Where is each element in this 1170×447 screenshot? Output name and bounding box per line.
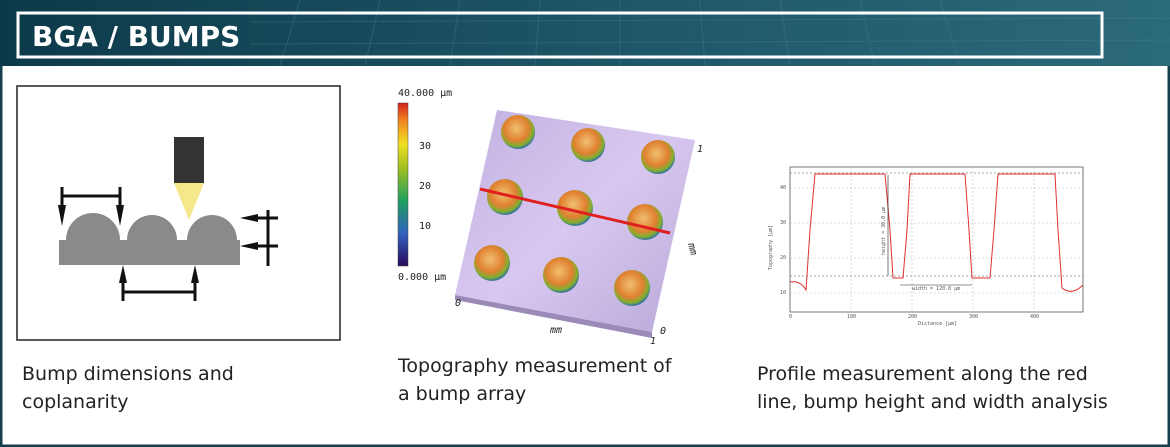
height-note: height = 30.0 µm [881, 207, 887, 255]
title-box [16, 11, 1104, 59]
axis-label: 0 [660, 326, 666, 337]
y-tick-label: 20 [780, 255, 786, 261]
colorbar-min: 0.000 µm [398, 272, 446, 283]
profile-chart [789, 166, 1084, 313]
y-axis-label: Topography [µm] [768, 225, 774, 270]
header-grid [249, 0, 1170, 67]
y-tick-label: 10 [780, 290, 786, 296]
x-tick-label: 400 [1030, 314, 1039, 320]
caption-line: a bump array [398, 383, 527, 405]
header-band [0, 0, 1170, 66]
title: BGA / BUMPS [32, 20, 240, 53]
axis-label: 1 [650, 336, 656, 347]
x-axis-label: Distance [µm] [918, 321, 957, 327]
caption-line: coplanarity [22, 391, 129, 413]
colorbar-tick: 20 [419, 181, 431, 192]
y-tick-label: 30 [780, 220, 786, 226]
bump-diagram [16, 85, 341, 341]
caption-line: Profile measurement along the red [757, 363, 1088, 385]
width-note: width = 120.0 µm [912, 286, 960, 292]
colorbar-tick: 10 [419, 221, 431, 232]
axis-label: 0 [455, 298, 461, 309]
colorbar-max: 40.000 µm [398, 88, 452, 99]
x-tick-label: 100 [847, 314, 856, 320]
colorbar-tick: 30 [419, 141, 431, 152]
caption: Bump dimensions and coplanarity [22, 360, 234, 416]
caption: Profile measurement along the red line, … [757, 360, 1108, 416]
x-tick-label: 200 [908, 314, 917, 320]
y-tick-label: 40 [780, 185, 786, 191]
axis-label: mm [685, 241, 699, 256]
axis-label: 1 [697, 144, 703, 155]
caption-line: line, bump height and width analysis [757, 391, 1108, 413]
x-tick-label: 300 [969, 314, 978, 320]
x-tick-label: 0 [789, 314, 792, 320]
topography [397, 102, 695, 338]
caption-line: Topography measurement of [398, 355, 672, 377]
caption: Topography measurement of a bump array [398, 352, 672, 408]
caption-line: Bump dimensions and [22, 363, 234, 385]
axis-label: mm [549, 325, 562, 336]
